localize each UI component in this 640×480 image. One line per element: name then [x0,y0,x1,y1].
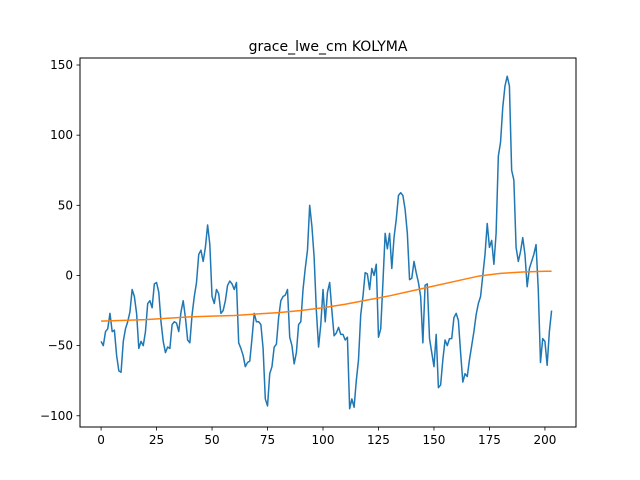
plot-area [80,58,576,427]
ticks-layer: 0 25 50 75 100 125 150 175 200 −100 −50 0 50 100 150 [40,58,556,447]
x-tick-label: 25 [149,433,164,447]
series-line-2 [101,270,552,322]
x-tick-label: 100 [312,433,335,447]
x-tick-label: 175 [478,433,501,447]
x-tick-label: 0 [97,433,105,447]
x-tick-label: 50 [204,433,219,447]
y-tick-label: 50 [58,198,73,212]
chart-title: grace_lwe_cm KOLYMA [249,39,408,55]
y-tick-label: −100 [40,409,73,423]
y-tick-label: 100 [50,128,73,142]
x-tick-label: 200 [533,433,556,447]
y-tick-label: 150 [50,58,73,72]
x-tick-label: 150 [423,433,446,447]
plot-frame [79,57,577,428]
y-tick-label: −50 [48,339,73,353]
series-layer [100,75,553,410]
x-tick-label: 125 [367,433,390,447]
y-tick-label: 0 [65,268,73,282]
x-tick-label: 75 [260,433,275,447]
